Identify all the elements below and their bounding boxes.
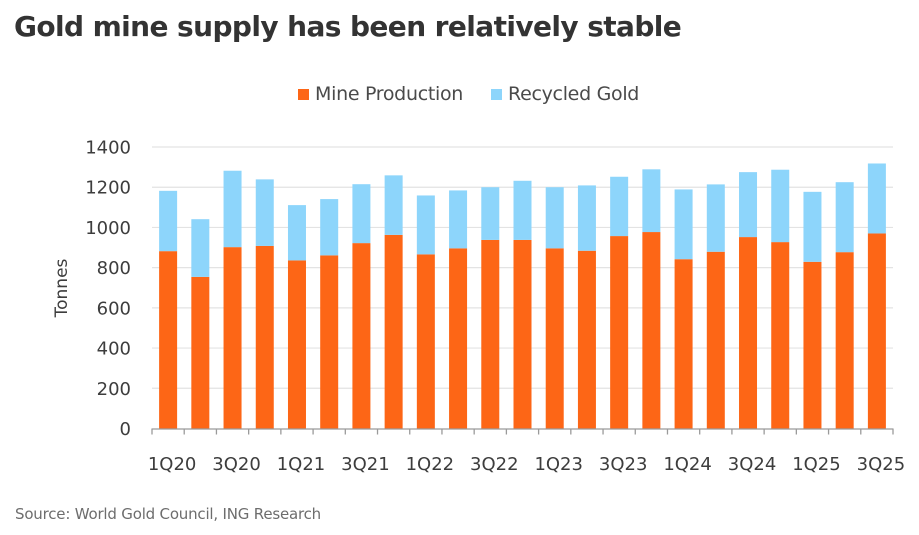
x-tick-label: 1Q20 <box>148 454 197 475</box>
bar-recycled-gold <box>416 195 435 255</box>
x-tick-label: 3Q24 <box>728 454 777 475</box>
bar-recycled-gold <box>739 172 758 238</box>
bar-recycled-gold <box>287 205 306 261</box>
x-axis: 1Q20 3Q20 1Q21 3Q21 1Q22 3Q22 1Q23 3Q23 1Q24 3Q24… <box>148 428 906 475</box>
bar-recycled-gold <box>610 176 629 237</box>
bar-recycled-gold <box>545 187 564 249</box>
y-tick-label: 1000 <box>85 218 131 239</box>
bar-recycled-gold <box>384 175 403 235</box>
legend-swatch-recycled-gold <box>491 88 503 100</box>
legend-item-recycled-gold: Recycled Gold <box>491 83 639 105</box>
bar-recycled-gold <box>352 184 371 244</box>
bar-mine-production <box>835 252 854 429</box>
x-tick-label: 3Q21 <box>341 454 390 475</box>
y-tick-label: 600 <box>97 298 131 319</box>
bar-recycled-gold <box>835 182 854 253</box>
bar-recycled-gold <box>577 185 596 251</box>
bar-mine-production <box>803 261 822 429</box>
x-tick-label: 3Q25 <box>857 454 906 475</box>
bar-mine-production <box>352 243 371 429</box>
bar-recycled-gold <box>706 184 725 252</box>
bar-recycled-gold <box>159 190 178 252</box>
y-tick-label: 1200 <box>85 178 131 199</box>
x-tick-label: 3Q22 <box>470 454 519 475</box>
bar-mine-production <box>771 242 790 429</box>
bar-recycled-gold <box>642 169 661 233</box>
bar-recycled-gold <box>191 219 210 277</box>
bar-mine-production <box>706 251 725 429</box>
x-tick-label: 3Q20 <box>212 454 261 475</box>
bar-mine-production <box>674 259 693 429</box>
bar-mine-production <box>159 251 178 429</box>
bar-recycled-gold <box>674 189 693 260</box>
bar-recycled-gold <box>255 179 274 246</box>
bar-recycled-gold <box>513 180 532 240</box>
bar-mine-production <box>384 234 403 429</box>
bar-recycled-gold <box>771 169 790 243</box>
legend-label-mine-production: Mine Production <box>315 83 464 105</box>
chart-title: Gold mine supply has been relatively sta… <box>14 10 682 43</box>
y-tick-label: 0 <box>120 419 131 440</box>
bar-mine-production <box>513 239 532 429</box>
bar-recycled-gold <box>223 170 242 248</box>
legend: Mine Production Recycled Gold <box>298 83 667 105</box>
x-tick-label: 1Q25 <box>792 454 841 475</box>
y-axis: 0 200 400 600 800 1000 1200 1400 <box>85 138 131 441</box>
x-tick-label: 1Q21 <box>277 454 326 475</box>
bar-mine-production <box>610 236 629 429</box>
bar-recycled-gold <box>803 191 822 262</box>
bar-mine-production <box>577 250 596 429</box>
y-axis-title: Tonnes <box>52 258 72 318</box>
bar-mine-production <box>867 233 886 429</box>
y-tick-label: 200 <box>97 379 131 400</box>
bar-mine-production <box>320 255 339 429</box>
bar-mine-production <box>449 248 468 429</box>
x-tick-label: 1Q24 <box>663 454 712 475</box>
source-note: Source: World Gold Council, ING Research <box>15 505 321 523</box>
bar-recycled-gold <box>481 187 500 240</box>
y-tick-label: 1400 <box>85 138 131 159</box>
legend-swatch-mine-production <box>298 88 309 100</box>
x-tick-label: 1Q23 <box>534 454 583 475</box>
legend-label-recycled-gold: Recycled Gold <box>508 83 640 105</box>
bar-recycled-gold <box>449 190 468 249</box>
bar-recycled-gold <box>867 163 886 234</box>
bar-recycled-gold <box>320 199 339 256</box>
bar-mine-production <box>481 239 500 429</box>
bar-mine-production <box>416 254 435 429</box>
x-tick-label: 1Q22 <box>406 454 455 475</box>
x-tick-label: 3Q23 <box>599 454 648 475</box>
y-tick-label: 400 <box>97 339 131 360</box>
bar-mine-production <box>287 260 306 429</box>
bars <box>159 163 886 429</box>
bar-mine-production <box>739 237 758 429</box>
bar-mine-production <box>642 232 661 429</box>
bar-mine-production <box>255 245 274 429</box>
bar-mine-production <box>191 276 210 429</box>
bar-mine-production <box>545 248 564 429</box>
y-tick-label: 800 <box>97 258 131 279</box>
bar-mine-production <box>223 247 242 429</box>
legend-item-mine-production: Mine Production <box>298 83 463 105</box>
